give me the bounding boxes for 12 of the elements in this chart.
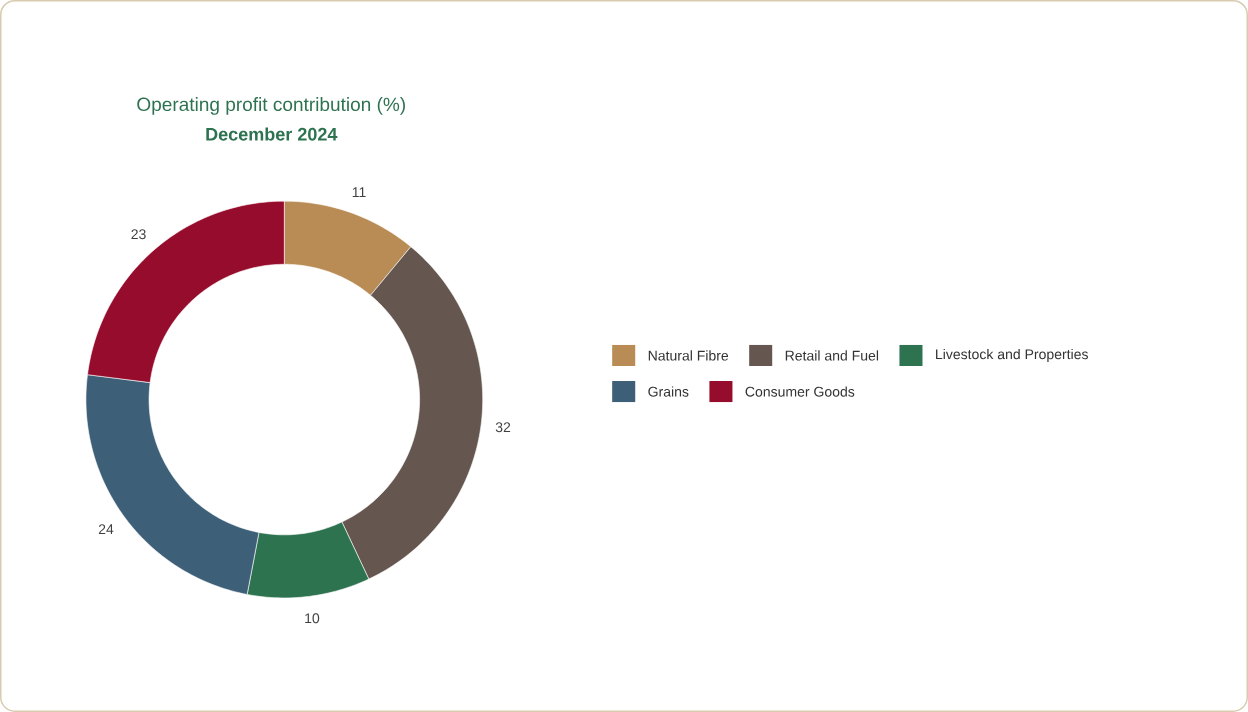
legend-label: Natural Fibre [648, 350, 729, 361]
chart-title: Operating profit contribution (%) [137, 97, 405, 115]
legend-label: Livestock and Properties [936, 348, 1088, 363]
data-label: 10 [305, 613, 320, 624]
legend-label: Consumer Goods [745, 386, 855, 397]
legend-label: Grains [648, 386, 689, 397]
data-label: 11 [352, 187, 366, 198]
data-label: 24 [98, 524, 114, 535]
data-label: 23 [131, 229, 146, 240]
data-label: 32 [495, 422, 511, 433]
legend-label: Retail and Fuel [785, 350, 879, 361]
chart-subtitle: December 2024 [206, 127, 338, 141]
